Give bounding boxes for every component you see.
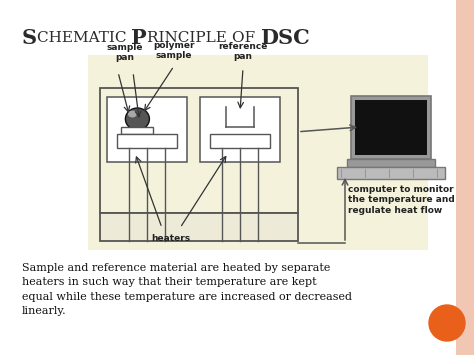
Text: P: P <box>131 28 147 48</box>
Bar <box>351 96 431 159</box>
Text: polymer
sample: polymer sample <box>153 40 195 60</box>
Bar <box>347 159 435 167</box>
Bar <box>456 0 474 355</box>
Bar <box>88 55 428 250</box>
Text: computer to monitor
the temperature and
regulate heat flow: computer to monitor the temperature and … <box>348 185 455 215</box>
Text: DSC: DSC <box>260 28 310 48</box>
Text: heaters: heaters <box>151 234 191 243</box>
Bar <box>355 100 427 155</box>
Bar <box>100 213 298 241</box>
Text: Sample and reference material are heated by separate
heaters in such way that th: Sample and reference material are heated… <box>22 263 352 316</box>
Bar <box>117 134 177 148</box>
Text: RINCIPLE: RINCIPLE <box>147 31 232 45</box>
Text: S: S <box>22 28 37 48</box>
Bar <box>107 97 187 162</box>
Text: sample
pan: sample pan <box>107 43 143 62</box>
Bar <box>100 88 298 213</box>
Bar <box>200 97 280 162</box>
Text: reference
pan: reference pan <box>219 42 268 61</box>
Text: CHEMATIC: CHEMATIC <box>37 31 131 45</box>
Bar <box>210 134 270 148</box>
Circle shape <box>429 305 465 341</box>
Ellipse shape <box>128 110 137 118</box>
Bar <box>337 167 445 179</box>
Ellipse shape <box>126 108 149 130</box>
Bar <box>121 127 154 134</box>
Text: OF: OF <box>232 31 260 45</box>
